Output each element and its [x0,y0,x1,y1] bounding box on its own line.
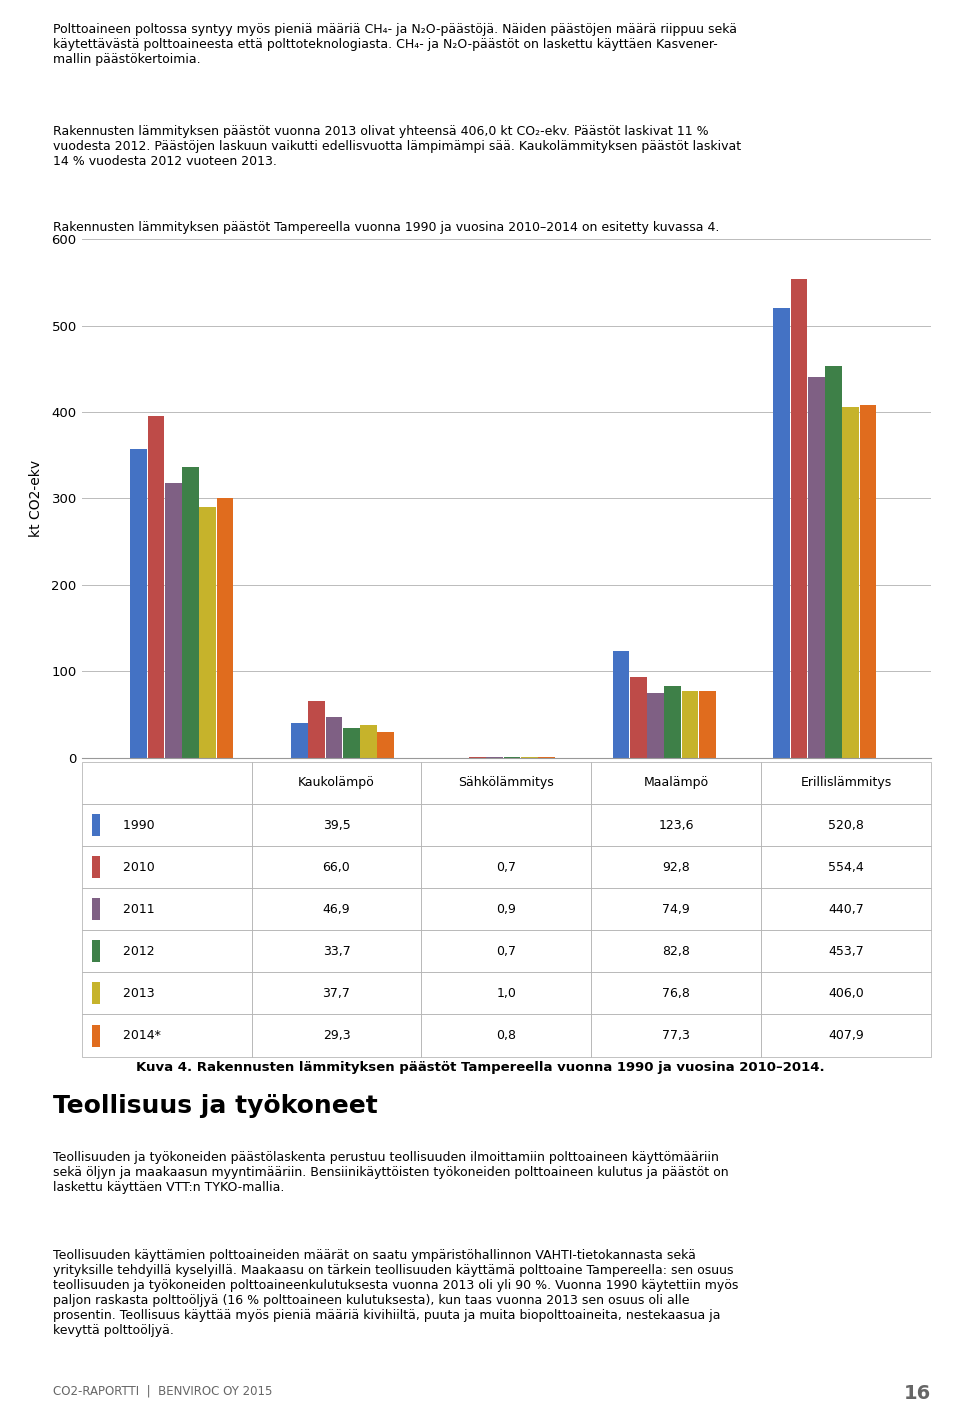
Bar [343,729,360,758]
Bar [92,856,100,879]
Bar [325,718,343,758]
Bar [647,693,664,758]
Bar [165,483,181,758]
Bar [826,366,842,758]
Bar [791,279,807,758]
Bar [360,725,377,758]
Bar [308,701,325,758]
Text: Rakennusten lämmityksen päästöt Tampereella vuonna 1990 ja vuosina 2010–2014 on : Rakennusten lämmityksen päästöt Tamperee… [53,221,719,234]
Bar [630,678,647,758]
Bar [92,1025,100,1047]
Text: Kuva 4. Rakennusten lämmityksen päästöt Tampereella vuonna 1990 ja vuosina 2010–: Kuva 4. Rakennusten lämmityksen päästöt … [135,1061,825,1074]
Bar [182,467,199,758]
Bar [200,507,216,758]
Y-axis label: kt CO2-ekv: kt CO2-ekv [29,460,43,537]
Bar [131,449,147,758]
Bar [808,377,825,758]
Bar [699,691,716,758]
Bar [92,940,100,963]
Bar [92,899,100,920]
Bar [92,983,100,1004]
Bar [774,308,790,758]
Text: Teollisuuden ja työkoneiden päästölaskenta perustuu teollisuuden ilmoittamiin po: Teollisuuden ja työkoneiden päästölasken… [53,1151,729,1193]
Bar [217,498,233,758]
Text: Rakennusten lämmityksen päästöt vuonna 2013 olivat yhteensä 406,0 kt CO₂-ekv. Pä: Rakennusten lämmityksen päästöt vuonna 2… [53,125,741,168]
Bar [291,723,308,758]
Bar [682,691,699,758]
Text: Polttoaineen poltossa syntyy myös pieniä määriä CH₄- ja N₂O-päästöjä. Näiden pää: Polttoaineen poltossa syntyy myös pieniä… [53,23,737,66]
Bar [92,815,100,836]
Bar [664,686,682,758]
Text: Teollisuus ja työkoneet: Teollisuus ja työkoneet [53,1094,377,1118]
Bar [843,407,859,758]
Text: CO2-RAPORTTI  |  BENVIROC OY 2015: CO2-RAPORTTI | BENVIROC OY 2015 [53,1384,273,1397]
Bar [377,732,395,758]
Bar [860,406,876,758]
Bar [148,416,164,758]
Text: 16: 16 [904,1384,931,1403]
Text: Teollisuuden käyttämien polttoaineiden määrät on saatu ympäristöhallinnon VAHTI-: Teollisuuden käyttämien polttoaineiden m… [53,1249,738,1337]
Bar [612,651,630,758]
